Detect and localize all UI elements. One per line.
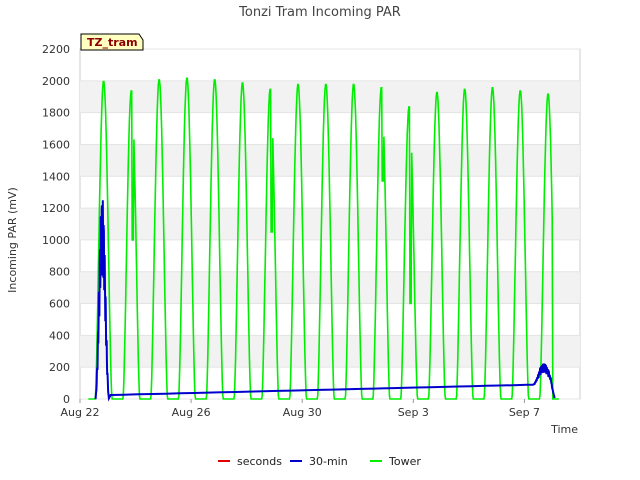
y-tick-label: 600 xyxy=(49,298,70,311)
series-line-30-min xyxy=(94,200,556,402)
series-line-tower xyxy=(88,77,559,400)
y-tick-label: 400 xyxy=(49,329,70,342)
x-axis-ticks: Aug 22 Aug 26 Aug 30 Sep 3 Sep 7 xyxy=(61,399,540,419)
x-tick-label: Sep 3 xyxy=(398,406,429,419)
legend: seconds 30-min Tower xyxy=(218,455,421,468)
grid-band xyxy=(80,80,580,113)
grid-band xyxy=(80,271,580,304)
legend-label: Tower xyxy=(388,455,421,468)
tag-label: TZ_tram xyxy=(87,36,138,49)
y-tick-label: 1600 xyxy=(42,138,70,151)
y-tick-label: 800 xyxy=(49,266,70,279)
x-axis-label: Time xyxy=(550,423,578,436)
y-tick-label: 1000 xyxy=(42,234,70,247)
y-axis-ticks: 0 200 400 600 800 1000 1200 1400 1600 1800 2000 220… xyxy=(42,43,70,406)
x-tick-label: Aug 30 xyxy=(283,406,322,419)
tag-box: TZ_tram xyxy=(80,33,144,51)
tag-shape xyxy=(80,33,144,51)
chart-title: Tonzi Tram Incoming PAR xyxy=(238,5,401,20)
y-tick-label: 2000 xyxy=(42,75,70,88)
x-tick-label: Aug 22 xyxy=(61,406,100,419)
y-tick-label: 1400 xyxy=(42,170,70,183)
legend-label: seconds xyxy=(237,455,282,468)
x-tick-label: Sep 7 xyxy=(509,406,540,419)
x-tick-label: Aug 26 xyxy=(172,406,211,419)
y-tick-label: 2200 xyxy=(42,43,70,56)
grid-band xyxy=(80,335,580,368)
y-tick-label: 1200 xyxy=(42,202,70,215)
y-tick-label: 0 xyxy=(63,393,70,406)
y-axis-label: Incoming PAR (mV) xyxy=(6,187,19,293)
series-lines xyxy=(88,77,559,402)
y-tick-label: 1800 xyxy=(42,107,70,120)
y-tick-label: 200 xyxy=(49,361,70,374)
legend-label: 30-min xyxy=(309,455,348,468)
